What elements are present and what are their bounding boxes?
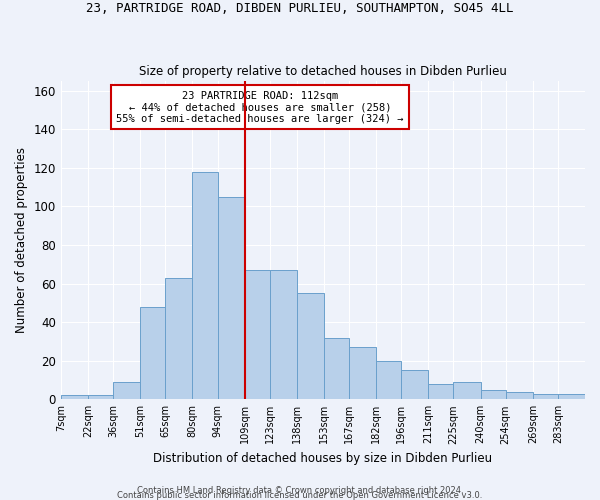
Bar — [61, 396, 88, 400]
Bar — [113, 382, 140, 400]
Bar — [165, 278, 192, 400]
Bar — [297, 293, 324, 400]
Bar — [88, 396, 113, 400]
Bar — [140, 306, 165, 400]
Text: 23, PARTRIDGE ROAD, DIBDEN PURLIEU, SOUTHAMPTON, SO45 4LL: 23, PARTRIDGE ROAD, DIBDEN PURLIEU, SOUT… — [86, 2, 514, 16]
Bar — [454, 382, 481, 400]
Bar — [401, 370, 428, 400]
Bar — [481, 390, 506, 400]
Bar — [558, 394, 585, 400]
Bar — [218, 197, 245, 400]
Text: Contains public sector information licensed under the Open Government Licence v3: Contains public sector information licen… — [118, 491, 482, 500]
Bar — [428, 384, 454, 400]
Bar — [376, 360, 401, 400]
Bar — [324, 338, 349, 400]
Bar — [245, 270, 270, 400]
Text: Contains HM Land Registry data © Crown copyright and database right 2024.: Contains HM Land Registry data © Crown c… — [137, 486, 463, 495]
Bar — [270, 270, 297, 400]
Title: Size of property relative to detached houses in Dibden Purlieu: Size of property relative to detached ho… — [139, 66, 507, 78]
Bar — [533, 394, 558, 400]
Y-axis label: Number of detached properties: Number of detached properties — [15, 147, 28, 333]
Text: 23 PARTRIDGE ROAD: 112sqm
← 44% of detached houses are smaller (258)
55% of semi: 23 PARTRIDGE ROAD: 112sqm ← 44% of detac… — [116, 90, 404, 124]
Bar — [349, 347, 376, 400]
Bar — [506, 392, 533, 400]
X-axis label: Distribution of detached houses by size in Dibden Purlieu: Distribution of detached houses by size … — [154, 452, 493, 465]
Bar — [192, 172, 218, 400]
